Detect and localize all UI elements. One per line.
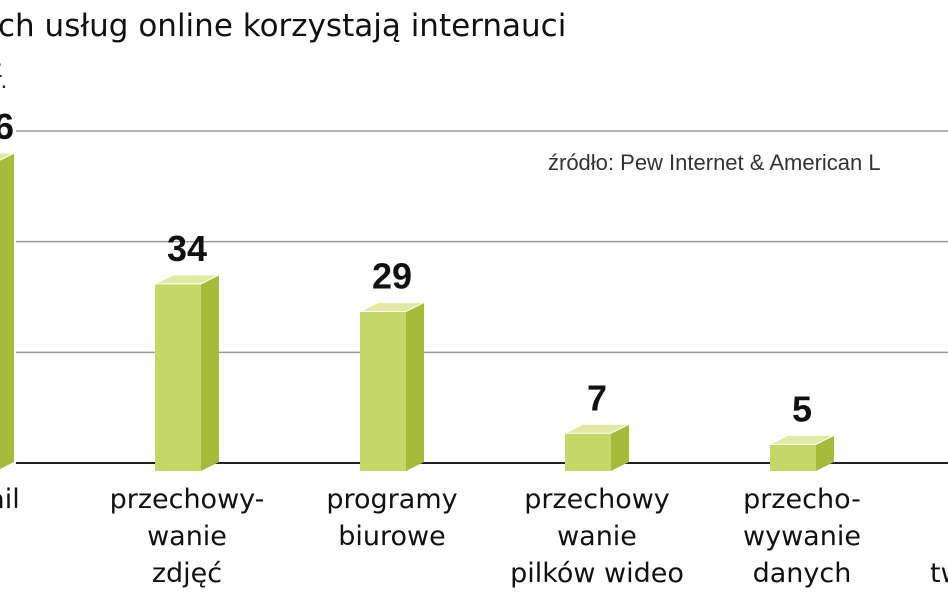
chart-subtitle-line: r. xyxy=(0,67,7,94)
bar-top xyxy=(0,152,15,161)
bar-side xyxy=(816,435,834,471)
bar-side xyxy=(201,274,219,471)
source-note: źródło: Pew Internet & American L xyxy=(548,150,881,175)
bar-front xyxy=(770,444,816,471)
bar-top xyxy=(769,434,835,445)
category-label: pilków wideo xyxy=(510,558,684,589)
value-label: 34 xyxy=(167,228,207,269)
category-label: biurowe xyxy=(338,521,445,552)
bar-top xyxy=(154,274,220,285)
bar-front xyxy=(155,283,201,471)
bar-side xyxy=(611,424,629,471)
category-label: tw xyxy=(930,558,948,589)
category-label: przechowy- xyxy=(110,484,265,515)
value-label: 29 xyxy=(372,256,412,297)
category-label: wanie xyxy=(557,521,637,552)
category-label: ail xyxy=(0,484,20,515)
category-label: przecho- xyxy=(743,484,861,515)
category-label: wanie xyxy=(147,521,227,552)
value-label: 5 xyxy=(792,388,812,429)
value-label: 6 xyxy=(0,106,14,147)
chart-title: ch usług online korzystają internauci xyxy=(0,8,566,44)
bar-front xyxy=(360,311,406,471)
bar-top xyxy=(359,302,425,313)
category-label: wywanie xyxy=(743,521,861,552)
category-label: przechowy xyxy=(524,484,670,515)
chart-subtitle-line: . xyxy=(0,45,3,72)
bar-side xyxy=(406,302,424,471)
bar-top xyxy=(564,423,630,434)
category-label: zdjęć xyxy=(152,558,222,589)
category-label: programy xyxy=(326,484,457,515)
bar-side xyxy=(0,153,14,469)
bar-front xyxy=(565,433,611,471)
category-label: danych xyxy=(753,558,852,589)
value-label: 7 xyxy=(587,377,607,418)
